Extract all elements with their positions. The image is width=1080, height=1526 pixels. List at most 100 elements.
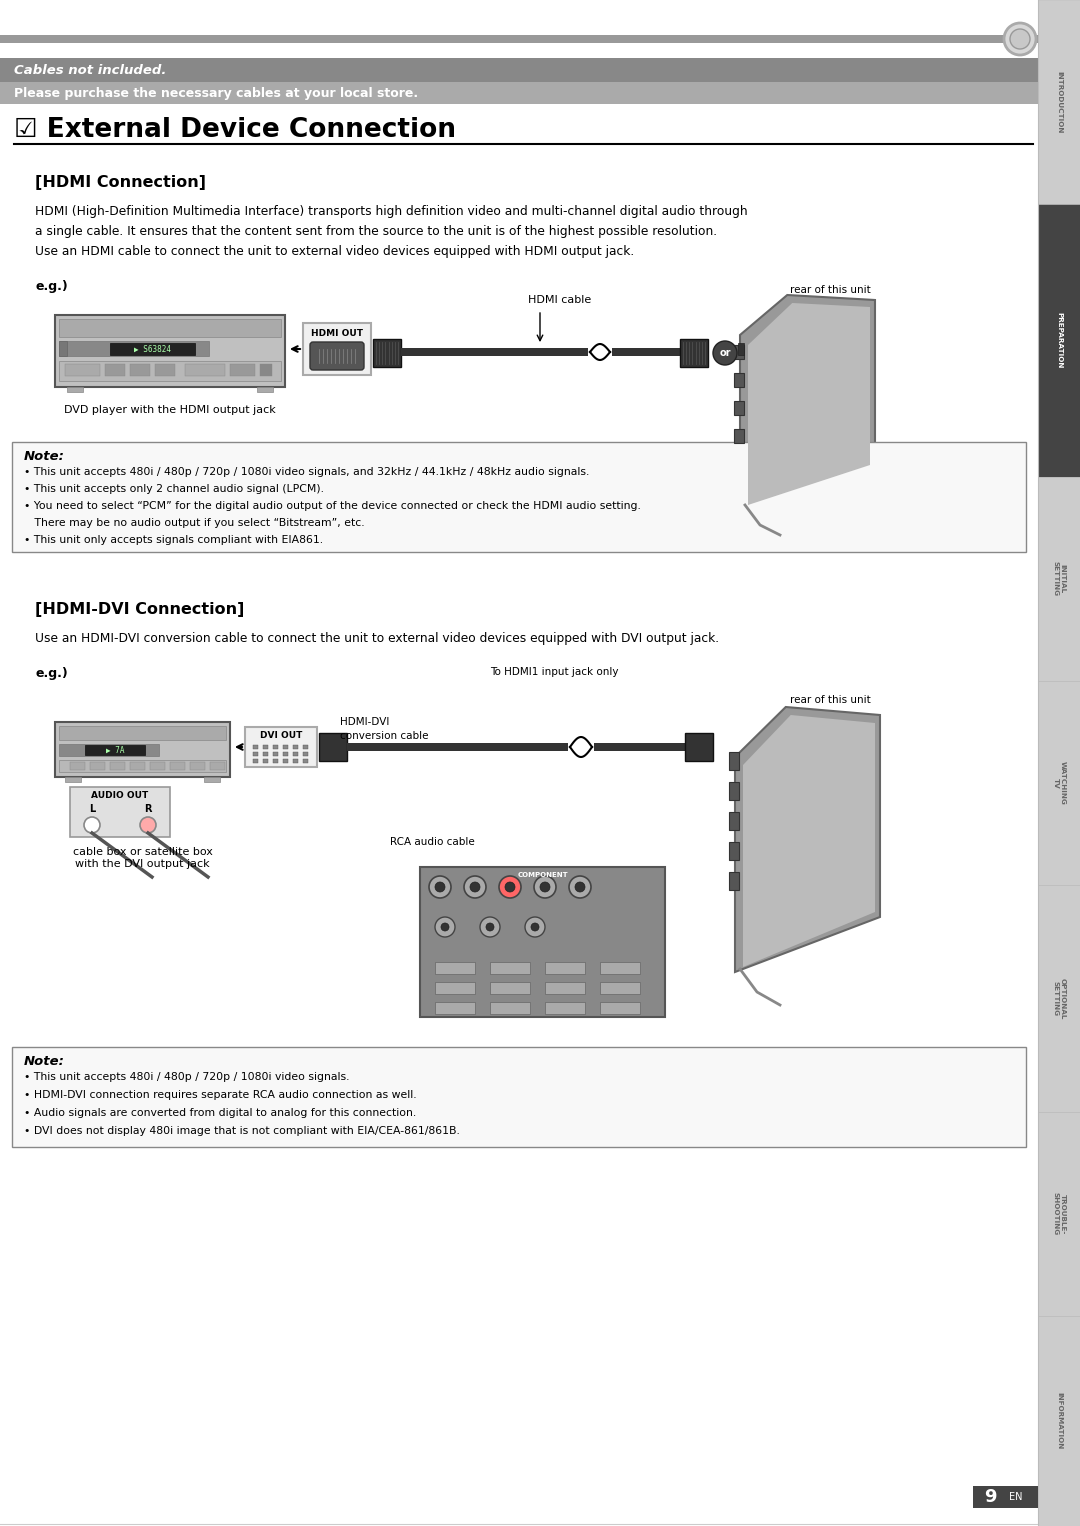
Bar [600,1003,640,1013]
Bar [1038,1112,1080,1315]
Text: OPTIONAL
SETTING: OPTIONAL SETTING [1053,978,1066,1019]
Bar [110,343,195,356]
Polygon shape [735,707,880,972]
Text: a single cable. It ensures that the content sent from the source to the unit is : a single cable. It ensures that the cont… [35,224,717,238]
Circle shape [435,917,455,937]
Text: L: L [89,804,95,813]
Bar [260,365,272,375]
Text: ▶ S63824: ▶ S63824 [134,345,171,354]
Text: rear of this unit: rear of this unit [789,285,870,295]
Circle shape [540,882,550,893]
Bar [545,983,585,993]
Bar [70,787,170,836]
Circle shape [435,882,445,893]
Bar [490,983,530,993]
Circle shape [499,876,521,897]
Bar [303,745,308,749]
Bar [347,743,685,751]
Bar [734,345,744,359]
Bar [373,339,401,366]
Bar [568,736,594,758]
Text: There may be no audio output if you select “Bitstream”, etc.: There may be no audio output if you sele… [24,517,365,528]
Bar [303,758,308,763]
Bar [150,761,165,771]
Bar [253,745,258,749]
Circle shape [1010,29,1030,49]
Bar [59,760,226,772]
Bar [1038,1315,1080,1526]
Text: RCA audio cable: RCA audio cable [390,836,475,847]
Bar [110,761,125,771]
Bar [156,365,175,375]
Text: • This unit accepts only 2 channel audio signal (LPCM).: • This unit accepts only 2 channel audio… [24,484,324,494]
Bar [65,777,81,781]
Text: • Audio signals are converted from digital to analog for this connection.: • Audio signals are converted from digit… [24,1108,416,1119]
Text: • DVI does not display 480i image that is not compliant with EIA/CEA-861/861B.: • DVI does not display 480i image that i… [24,1126,460,1135]
Bar [729,871,739,890]
Bar [273,745,278,749]
Circle shape [525,917,545,937]
Bar [65,365,100,375]
Text: e.g.): e.g.) [35,667,68,681]
Bar [1038,681,1080,885]
Bar [204,777,220,781]
Bar [1038,0,1080,204]
Bar [545,1003,585,1013]
Bar [55,722,230,777]
Text: To HDMI1 input jack only: To HDMI1 input jack only [490,667,619,678]
Text: Use an HDMI cable to connect the unit to external video devices equipped with HD: Use an HDMI cable to connect the unit to… [35,246,634,258]
Bar [185,365,225,375]
Circle shape [575,882,585,893]
Text: AUDIO OUT: AUDIO OUT [92,790,149,800]
Bar [435,961,475,974]
Text: DVI OUT: DVI OUT [260,731,302,740]
Text: ☑ External Device Connection: ☑ External Device Connection [14,118,456,143]
Text: [HDMI-DVI Connection]: [HDMI-DVI Connection] [35,601,244,617]
Circle shape [1004,23,1036,55]
Text: ▶ 7A: ▶ 7A [106,746,124,754]
Bar [283,758,288,763]
Text: INITIAL
SETTING: INITIAL SETTING [1053,562,1066,597]
Bar [293,752,298,755]
Bar [273,758,278,763]
Text: WATCHING
TV: WATCHING TV [1053,761,1066,804]
Bar [59,340,210,356]
Text: TROUBLE-
SHOOTING: TROUBLE- SHOOTING [1053,1192,1066,1236]
Text: Note:: Note: [24,450,65,462]
Bar [105,365,125,375]
Bar [55,314,285,388]
Polygon shape [743,716,875,967]
Bar [59,340,67,356]
Bar [729,781,739,800]
Bar [230,365,255,375]
Bar [729,842,739,861]
Bar [67,388,83,392]
Bar [59,362,281,382]
Bar [257,388,273,392]
Text: • This unit accepts 480i / 480p / 720p / 1080i video signals, and 32kHz / 44.1kH: • This unit accepts 480i / 480p / 720p /… [24,467,590,478]
Bar [734,401,744,415]
Bar [435,1003,475,1013]
Bar [12,443,1026,552]
Text: e.g.): e.g.) [35,279,68,293]
Text: HDMI (High-Definition Multimedia Interface) transports high definition video and: HDMI (High-Definition Multimedia Interfa… [35,204,747,218]
Text: COMPONENT: COMPONENT [517,871,568,877]
Bar [210,761,225,771]
Text: R: R [145,804,152,813]
Text: HDMI-DVI: HDMI-DVI [340,717,390,726]
Bar [1038,204,1080,478]
Circle shape [531,923,539,931]
Bar [729,812,739,830]
Bar [12,1047,1026,1148]
Circle shape [140,816,156,833]
Bar [973,1486,1038,1508]
Circle shape [569,876,591,897]
Bar [283,752,288,755]
Text: • HDMI-DVI connection requires separate RCA audio connection as well.: • HDMI-DVI connection requires separate … [24,1090,417,1100]
Text: INFORMATION: INFORMATION [1056,1392,1062,1450]
Text: • You need to select “PCM” for the digital audio output of the device connected : • You need to select “PCM” for the digit… [24,501,640,511]
Bar [490,1003,530,1013]
Bar [588,343,612,360]
Bar [253,758,258,763]
Polygon shape [740,295,875,510]
